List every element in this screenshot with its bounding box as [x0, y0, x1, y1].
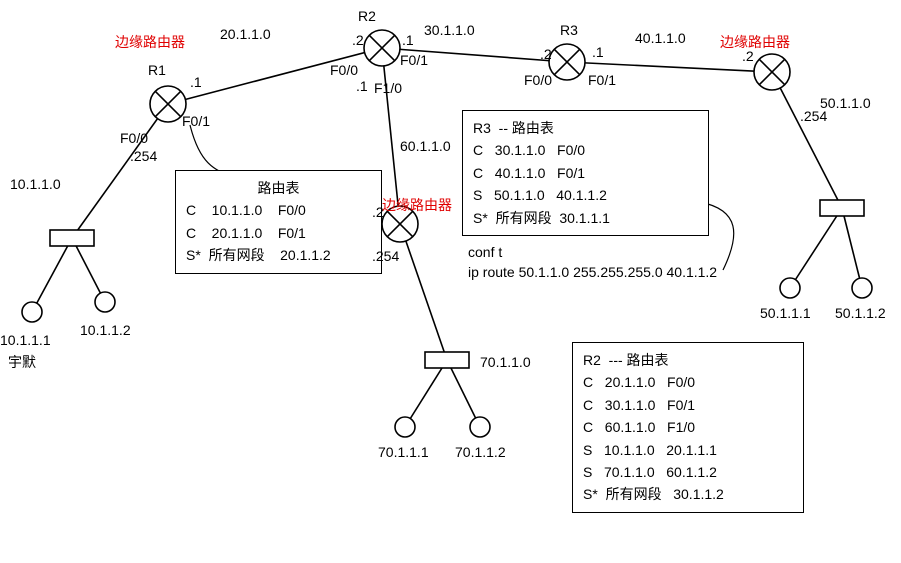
label-h5b_ip: 70.1.1.2 — [455, 444, 506, 460]
label-s40: 40.1.1.0 — [635, 30, 686, 46]
label-r4_254: .254 — [800, 108, 827, 124]
table-row: C 30.1.1.0 F0/0 — [473, 139, 698, 161]
table-row: S* 所有网段 20.1.1.2 — [186, 244, 371, 266]
label-h5a_ip: 70.1.1.1 — [378, 444, 429, 460]
label-r2_f10: F1/0 — [374, 80, 402, 96]
label-h1b_ip: 10.1.1.2 — [80, 322, 131, 338]
label-h4b_ip: 50.1.1.2 — [835, 305, 886, 321]
label-h4a_ip: 50.1.1.1 — [760, 305, 811, 321]
table-row: S 10.1.1.0 20.1.1.1 — [583, 439, 793, 461]
label-r1_254: .254 — [130, 148, 157, 164]
label-r2_d2l: .2 — [352, 32, 364, 48]
label-r1_f00: F0/0 — [120, 130, 148, 146]
label-s20: 20.1.1.0 — [220, 26, 271, 42]
host-h5a-icon — [395, 417, 415, 437]
label-iproute: ip route 50.1.1.0 255.255.255.0 40.1.1.2 — [468, 264, 717, 280]
table-row: C 20.1.1.0 F0/1 — [186, 222, 371, 244]
label-r5_254: .254 — [372, 248, 399, 264]
host-h1a-icon — [22, 302, 42, 322]
switch-s4-icon — [820, 200, 864, 216]
table-row: S* 所有网段 30.1.1.2 — [583, 483, 793, 505]
label-r4_d2: .2 — [742, 48, 754, 64]
routing-table-r3: R3 -- 路由表 C 30.1.1.0 F0/0 C 40.1.1.0 F0/… — [462, 110, 709, 236]
host-h1b-icon — [95, 292, 115, 312]
label-conft: conf t — [468, 244, 502, 260]
label-edge1: 边缘路由器 — [115, 32, 185, 52]
label-s70: 70.1.1.0 — [480, 354, 531, 370]
label-s30: 30.1.1.0 — [424, 22, 475, 38]
label-r2_d1r: .1 — [402, 32, 414, 48]
label-r5_d2: .2 — [372, 204, 384, 220]
label-h1a_nm: 宇默 — [8, 352, 36, 372]
label-r1: R1 — [148, 62, 166, 78]
label-r3_d2l: .2 — [540, 46, 552, 62]
label-r2: R2 — [358, 8, 376, 24]
table-title: R3 -- 路由表 — [473, 117, 698, 139]
label-s10: 10.1.1.0 — [10, 176, 61, 192]
label-r1_d1: .1 — [190, 74, 202, 90]
label-r3_d1r: .1 — [592, 44, 604, 60]
table-title: R2 --- 路由表 — [583, 349, 793, 371]
switch-s1-icon — [50, 230, 94, 246]
label-s60: 60.1.1.0 — [400, 138, 451, 154]
label-r2_f01: F0/1 — [400, 52, 428, 68]
host-h5b-icon — [470, 417, 490, 437]
host-h4b-icon — [852, 278, 872, 298]
label-r3_f01: F0/1 — [588, 72, 616, 88]
label-h1a_ip: 10.1.1.1 — [0, 332, 51, 348]
table-row: C 40.1.1.0 F0/1 — [473, 162, 698, 184]
table-row: S* 所有网段 30.1.1.1 — [473, 207, 698, 229]
label-r1_f01: F0/1 — [182, 113, 210, 129]
label-r2_d1b: .1 — [356, 78, 368, 94]
table-row: C 60.1.1.0 F1/0 — [583, 416, 793, 438]
label-edge2: 边缘路由器 — [720, 32, 790, 52]
routing-table-r1: 路由表 C 10.1.1.0 F0/0 C 20.1.1.0 F0/1 S* 所… — [175, 170, 382, 274]
routing-table-r2: R2 --- 路由表 C 20.1.1.0 F0/0 C 30.1.1.0 F0… — [572, 342, 804, 513]
label-r3: R3 — [560, 22, 578, 38]
table-row: C 10.1.1.0 F0/0 — [186, 199, 371, 221]
label-r2_f00: F0/0 — [330, 62, 358, 78]
label-edge3: 边缘路由器 — [382, 195, 452, 215]
label-r3_f00: F0/0 — [524, 72, 552, 88]
host-h4a-icon — [780, 278, 800, 298]
switch-s5-icon — [425, 352, 469, 368]
table-title: 路由表 — [186, 177, 371, 199]
table-row: S 70.1.1.0 60.1.1.2 — [583, 461, 793, 483]
table-row: S 50.1.1.0 40.1.1.2 — [473, 184, 698, 206]
table-row: C 20.1.1.0 F0/0 — [583, 371, 793, 393]
label-s50: 50.1.1.0 — [820, 95, 871, 111]
table-row: C 30.1.1.0 F0/1 — [583, 394, 793, 416]
